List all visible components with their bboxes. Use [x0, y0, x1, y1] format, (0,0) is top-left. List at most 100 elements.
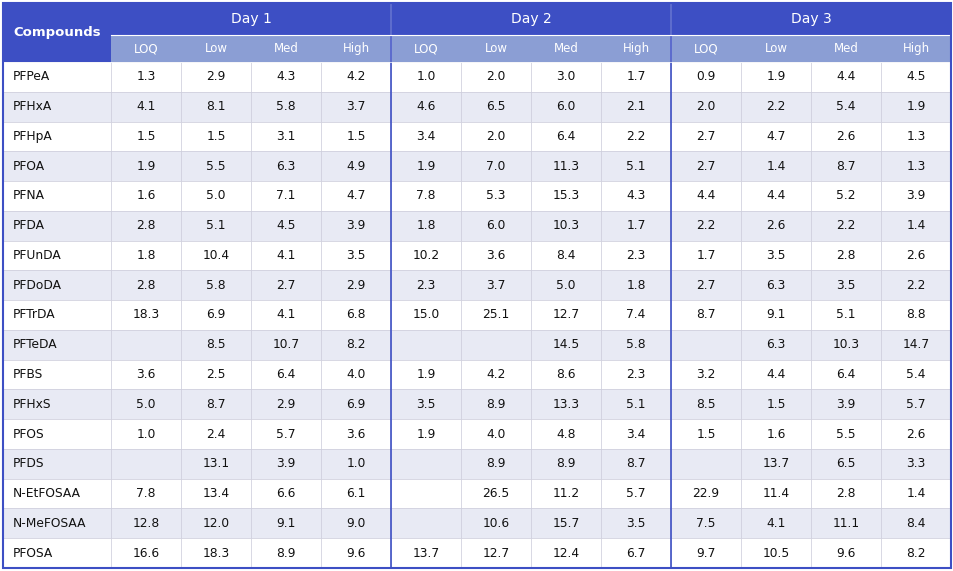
Text: 6.3: 6.3	[765, 279, 785, 292]
Text: 9.1: 9.1	[765, 308, 785, 321]
Bar	[111, 270, 181, 300]
Bar	[3, 449, 111, 478]
Bar	[251, 122, 320, 151]
Text: 3.7: 3.7	[486, 279, 505, 292]
Text: High: High	[342, 42, 369, 55]
Bar	[251, 300, 320, 330]
Text: 4.0: 4.0	[486, 428, 505, 441]
Bar	[320, 122, 391, 151]
Text: 13.1: 13.1	[202, 457, 230, 471]
Bar	[600, 181, 670, 211]
Text: Low: Low	[484, 42, 507, 55]
Text: 5.8: 5.8	[625, 338, 645, 351]
Text: High: High	[902, 42, 928, 55]
Text: 8.5: 8.5	[696, 398, 715, 411]
Bar	[600, 211, 670, 240]
Text: 3.6: 3.6	[486, 249, 505, 262]
Text: 5.7: 5.7	[625, 487, 645, 500]
Bar	[810, 151, 880, 181]
Text: 3.5: 3.5	[625, 517, 645, 530]
Bar	[391, 240, 460, 270]
Bar	[3, 508, 111, 538]
Text: 7.8: 7.8	[416, 190, 436, 203]
Bar	[531, 181, 600, 211]
Text: 7.0: 7.0	[486, 160, 505, 172]
Bar	[460, 211, 531, 240]
Bar	[3, 360, 111, 389]
Text: 2.9: 2.9	[276, 398, 295, 411]
Bar	[600, 240, 670, 270]
Text: 4.4: 4.4	[765, 368, 785, 381]
Text: 1.0: 1.0	[346, 457, 365, 471]
Bar	[670, 360, 740, 389]
Text: PFBS: PFBS	[13, 368, 43, 381]
Text: 2.2: 2.2	[696, 219, 715, 232]
Bar	[251, 92, 320, 122]
Bar	[740, 240, 810, 270]
Text: 6.9: 6.9	[346, 398, 365, 411]
Text: Day 1: Day 1	[231, 12, 272, 26]
Text: 1.4: 1.4	[765, 160, 785, 172]
Bar	[251, 360, 320, 389]
Text: 4.5: 4.5	[905, 70, 924, 83]
Text: 1.7: 1.7	[626, 219, 645, 232]
Bar	[3, 211, 111, 240]
Bar	[251, 151, 320, 181]
Text: 2.0: 2.0	[486, 130, 505, 143]
Text: 1.9: 1.9	[905, 100, 924, 113]
Text: 14.7: 14.7	[902, 338, 928, 351]
Bar	[880, 419, 950, 449]
Bar	[251, 419, 320, 449]
Bar	[181, 92, 251, 122]
Text: 16.6: 16.6	[132, 546, 159, 560]
Text: 8.9: 8.9	[486, 457, 505, 471]
Bar	[880, 151, 950, 181]
Bar	[600, 35, 670, 62]
Text: 11.1: 11.1	[832, 517, 859, 530]
Text: 3.4: 3.4	[416, 130, 436, 143]
Bar	[740, 478, 810, 508]
Bar	[181, 270, 251, 300]
Bar	[740, 300, 810, 330]
Text: 12.8: 12.8	[132, 517, 159, 530]
Bar	[251, 330, 320, 360]
Text: 11.4: 11.4	[761, 487, 789, 500]
Text: 2.7: 2.7	[696, 279, 715, 292]
Bar	[320, 181, 391, 211]
Bar	[880, 300, 950, 330]
Text: 8.7: 8.7	[206, 398, 226, 411]
Text: 5.1: 5.1	[625, 160, 645, 172]
Bar	[670, 62, 740, 92]
Bar	[460, 92, 531, 122]
Bar	[880, 122, 950, 151]
Bar	[531, 122, 600, 151]
Text: 3.5: 3.5	[416, 398, 436, 411]
Bar	[531, 92, 600, 122]
Text: 13.7: 13.7	[412, 546, 439, 560]
Bar	[320, 300, 391, 330]
Text: 2.9: 2.9	[346, 279, 365, 292]
Text: PFNA: PFNA	[13, 190, 45, 203]
Bar	[740, 538, 810, 568]
Text: 5.1: 5.1	[206, 219, 226, 232]
Text: 2.2: 2.2	[836, 219, 855, 232]
Text: 8.7: 8.7	[696, 308, 715, 321]
Text: 3.9: 3.9	[346, 219, 365, 232]
Bar	[181, 62, 251, 92]
Text: 4.4: 4.4	[836, 70, 855, 83]
Bar	[670, 122, 740, 151]
Text: 4.4: 4.4	[765, 190, 785, 203]
Text: 5.0: 5.0	[136, 398, 155, 411]
Text: 2.6: 2.6	[905, 428, 924, 441]
Text: 4.0: 4.0	[346, 368, 365, 381]
Bar	[3, 3, 111, 62]
Bar	[600, 300, 670, 330]
Bar	[880, 449, 950, 478]
Text: 9.0: 9.0	[346, 517, 365, 530]
Text: 4.1: 4.1	[136, 100, 155, 113]
Text: 4.7: 4.7	[346, 190, 365, 203]
Bar	[670, 508, 740, 538]
Bar	[320, 478, 391, 508]
Text: PFOS: PFOS	[13, 428, 45, 441]
Bar	[3, 92, 111, 122]
